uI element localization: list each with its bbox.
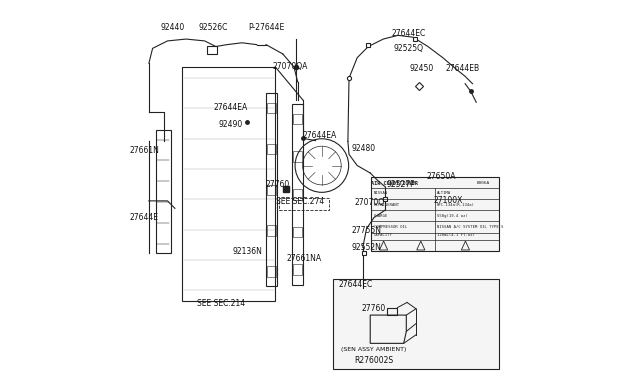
Text: 92440: 92440 [161, 23, 185, 32]
Text: CHARGE: CHARGE [374, 214, 388, 218]
Text: 92490: 92490 [219, 120, 243, 129]
Text: 27070Q: 27070Q [355, 198, 385, 207]
Polygon shape [424, 183, 439, 198]
Polygon shape [207, 46, 218, 54]
Text: 92450: 92450 [410, 64, 434, 73]
Text: 92552N: 92552N [351, 243, 381, 252]
Text: 27644EB: 27644EB [445, 64, 479, 73]
Text: P-27644E: P-27644E [248, 23, 284, 32]
Text: R276002S: R276002S [355, 356, 394, 365]
Text: 27644EA: 27644EA [214, 103, 248, 112]
Text: 92480: 92480 [352, 144, 376, 153]
Text: 27070QA: 27070QA [273, 62, 308, 71]
Text: 27755N: 27755N [351, 226, 381, 235]
Text: ALTIMA: ALTIMA [437, 192, 451, 195]
Text: (SEN ASSY AMBIENT): (SEN ASSY AMBIENT) [341, 347, 406, 352]
Text: REFRIGERANT: REFRIGERANT [374, 203, 400, 206]
Text: 27661N: 27661N [129, 146, 159, 155]
Text: 27760: 27760 [362, 304, 386, 313]
Text: 92527P: 92527P [387, 180, 415, 189]
Text: AIR CONDITIONER: AIR CONDITIONER [371, 180, 418, 186]
Text: 27644EA: 27644EA [303, 131, 337, 140]
Text: NISSAN: NISSAN [374, 192, 388, 195]
Text: 120mL(4.1 fl.oz): 120mL(4.1 fl.oz) [437, 233, 475, 237]
Text: SEE SEC.214: SEE SEC.214 [197, 299, 246, 308]
Text: 92526C: 92526C [198, 23, 228, 32]
Text: HFC-134a(R-134a): HFC-134a(R-134a) [437, 203, 475, 206]
Text: NISSAN A/C SYSTEM OIL TYPE S: NISSAN A/C SYSTEM OIL TYPE S [437, 225, 504, 229]
Text: 27760: 27760 [265, 180, 289, 189]
Text: 27644EC: 27644EC [339, 280, 373, 289]
Text: COMPRESSOR OIL: COMPRESSOR OIL [374, 225, 407, 229]
Text: 92525Q: 92525Q [393, 44, 423, 53]
Text: 550g(19.4 oz): 550g(19.4 oz) [437, 214, 468, 218]
Text: CAPACITY: CAPACITY [374, 233, 393, 237]
Polygon shape [371, 177, 499, 251]
Text: 27644E: 27644E [130, 213, 159, 222]
Polygon shape [392, 195, 406, 203]
Text: 27644EC: 27644EC [391, 29, 426, 38]
Text: SEE SEC.274: SEE SEC.274 [276, 198, 324, 206]
Text: 27650A: 27650A [426, 172, 456, 181]
Polygon shape [333, 279, 499, 369]
Text: B006A: B006A [477, 181, 490, 185]
Text: 27661NA: 27661NA [287, 254, 321, 263]
Text: 92136N: 92136N [232, 247, 262, 256]
Text: 27100X: 27100X [434, 196, 463, 205]
